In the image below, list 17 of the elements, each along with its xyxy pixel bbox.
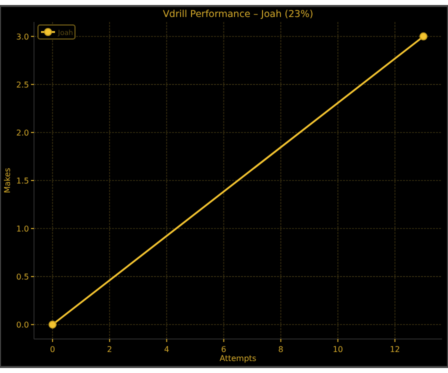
x-tick-label: 2 <box>107 345 112 354</box>
y-tick-label: 1.0 <box>16 224 29 234</box>
x-tick-label: 12 <box>390 345 400 354</box>
y-tick-label: 2.0 <box>16 128 29 138</box>
y-tick-label: 0.5 <box>16 272 29 282</box>
y-axis-title: Makes <box>3 168 12 194</box>
x-tick-label: 4 <box>164 345 170 354</box>
x-tick-label: 0 <box>50 345 56 354</box>
x-tick-label: 8 <box>278 345 284 354</box>
x-tick-label: 10 <box>332 345 343 354</box>
y-tick-label: 2.5 <box>16 80 29 90</box>
y-tick-label: 0.0 <box>16 320 29 330</box>
chart-title: Vdrill Performance – Joah (23%) <box>162 9 314 20</box>
y-tick-label: 3.0 <box>16 32 29 42</box>
x-axis-title: Attempts <box>220 354 256 363</box>
x-tick-label: 6 <box>221 345 226 354</box>
y-tick-label: 1.5 <box>16 176 29 186</box>
